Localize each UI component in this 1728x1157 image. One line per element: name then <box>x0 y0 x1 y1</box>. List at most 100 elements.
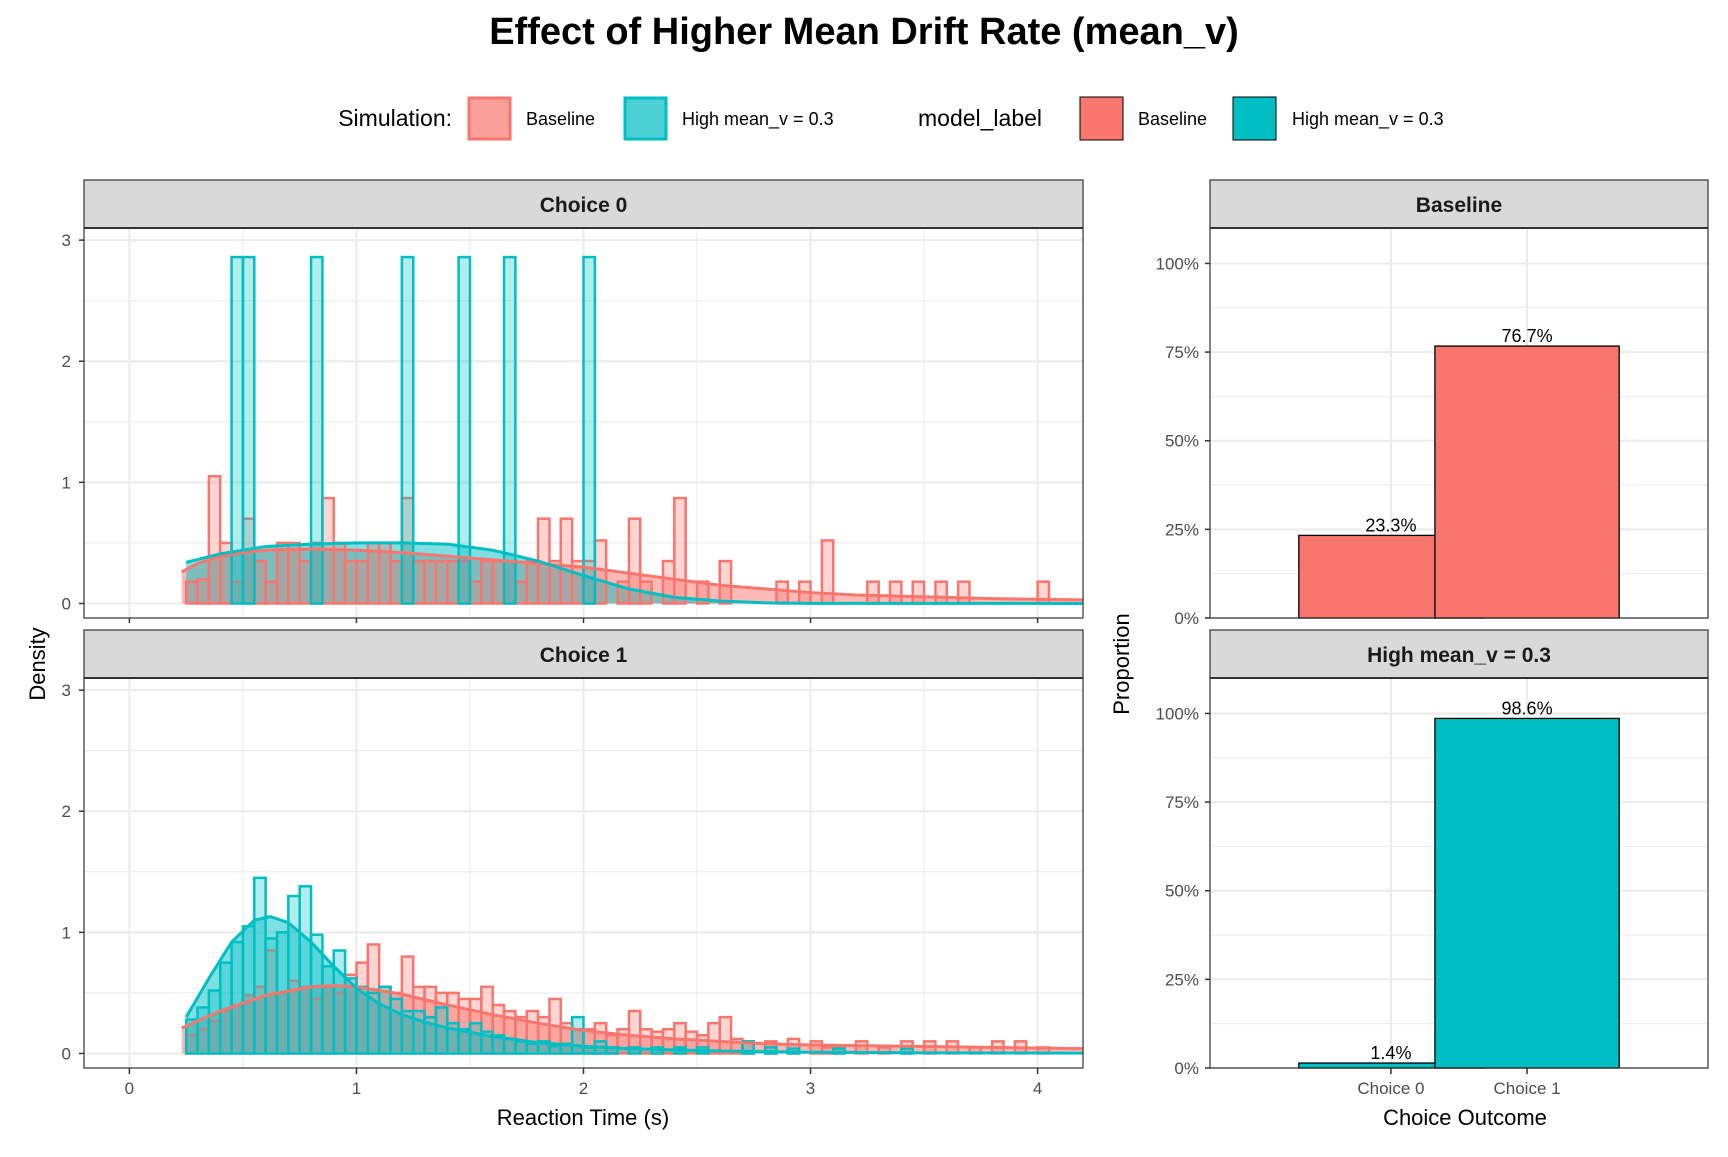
hist-bar-high <box>343 977 358 1055</box>
hist-bar-high <box>525 1042 540 1055</box>
hist-bar-baseline <box>491 559 506 605</box>
legend-title-simulation: Simulation: <box>338 105 452 131</box>
rt-x-tick-label: 3 <box>806 1079 815 1098</box>
density-area-high <box>186 916 1083 1054</box>
density-line-high <box>185 541 1083 605</box>
proportion-value-label: 98.6% <box>1502 698 1553 718</box>
hist-bar-high <box>298 885 313 1055</box>
hist-bar-baseline <box>287 541 301 605</box>
proportion-bar-choice-1 <box>1434 345 1620 619</box>
hist-bar-high <box>196 1006 211 1055</box>
rt-y-tick-label: 0 <box>62 594 71 613</box>
hist-bar-baseline <box>673 496 687 605</box>
hist-bar-high <box>355 985 370 1055</box>
proportion-bar-choice-1 <box>1434 717 1620 1069</box>
legend-key-sim-baseline <box>467 96 512 141</box>
hist-bar-baseline <box>298 559 313 605</box>
hist-bar-high <box>582 1046 597 1055</box>
hist-bar-baseline <box>468 580 483 605</box>
choice-proportion-panel: 23.3% 76.7% Baseline 0% 25% 50% 75% 100% 1.4% 98.… <box>1156 179 1709 1098</box>
hist-bar-baseline <box>355 559 370 605</box>
proportion-y-axis-title: Proportion <box>1109 613 1134 715</box>
hist-bar-baseline <box>911 580 926 605</box>
rt-x-tick-label: 1 <box>352 1079 361 1098</box>
hist-bar-baseline <box>343 559 358 605</box>
hist-bar-baseline <box>423 559 438 605</box>
hist-bar-baseline <box>718 559 733 605</box>
legend-label-model-baseline: Baseline <box>1138 109 1207 129</box>
proportion-facet-1: 1.4% 98.6% High mean_v = 0.3 0% 25% 50% 75% 100… <box>1156 629 1709 1098</box>
hist-bar-baseline <box>332 541 347 605</box>
legend-label-sim-baseline: Baseline <box>526 109 595 129</box>
hist-bar-high <box>468 1021 483 1055</box>
hist-bar-high <box>434 1006 449 1055</box>
hist-bar-high <box>241 255 256 605</box>
hist-bar-baseline <box>446 559 460 605</box>
rt-y-axis-title: Density <box>25 627 50 700</box>
hist-bar-high <box>548 1044 563 1055</box>
hist-bar-baseline <box>389 559 404 605</box>
rt-y-tick-label: 1 <box>62 923 71 942</box>
rt-y-tick-label: 1 <box>62 473 71 492</box>
proportion-y-tick-label: 0% <box>1174 609 1199 628</box>
rt-y-tick-label: 0 <box>62 1044 71 1063</box>
hist-bar-high <box>570 1015 585 1055</box>
rt-facet-0: Choice 0 0 1 2 3 <box>62 179 1084 623</box>
hist-bar-baseline <box>275 541 290 605</box>
proportion-x-tick-label: Choice 0 <box>1357 1079 1424 1098</box>
proportion-y-tick-label: 100% <box>1156 254 1199 273</box>
proportion-value-label: 76.7% <box>1502 326 1553 346</box>
legend-key-sim-high <box>623 96 668 141</box>
proportion-y-tick-label: 75% <box>1165 343 1199 362</box>
hist-bar-baseline <box>196 577 211 605</box>
hist-bar-high <box>287 894 301 1055</box>
proportion-value-label: 1.4% <box>1370 1043 1411 1063</box>
hist-bar-high <box>502 1037 517 1055</box>
hist-bar-high <box>207 989 222 1055</box>
hist-bar-baseline <box>411 559 426 605</box>
hist-bar-high <box>321 965 336 1055</box>
rt-facet-content <box>181 876 1083 1055</box>
hist-bar-baseline <box>184 580 199 605</box>
proportion-facet-0: 23.3% 76.7% Baseline 0% 25% 50% 75% 100% <box>1156 179 1709 628</box>
hist-bar-baseline <box>627 517 642 605</box>
hist-bar-baseline <box>253 559 267 605</box>
proportion-facet-label: High mean_v = 0.3 <box>1367 644 1551 667</box>
hist-bar-baseline <box>525 559 540 605</box>
hist-bar-baseline <box>514 580 528 605</box>
density-line-baseline <box>181 984 1083 1051</box>
hist-bar-baseline <box>264 580 279 605</box>
hist-bar-baseline <box>956 580 971 605</box>
rt-x-tick-label: 2 <box>579 1079 588 1098</box>
hist-bar-high <box>241 925 256 1055</box>
hist-bar-baseline <box>707 1021 721 1055</box>
rt-facet-label: Choice 1 <box>540 644 628 667</box>
density-line-baseline <box>180 547 1083 602</box>
legend-title-model: model_label <box>918 105 1042 131</box>
proportion-y-tick-label: 25% <box>1165 520 1199 539</box>
rt-facet-1: Choice 1 0 1 2 3 0 1 2 3 4 <box>62 629 1084 1098</box>
rt-y-tick-label: 2 <box>62 352 71 371</box>
proportion-x-axis-title: Choice Outcome <box>1383 1105 1547 1130</box>
rt-y-tick-label: 3 <box>62 681 71 700</box>
hist-bar-high <box>400 255 415 605</box>
proportion-facet-label: Baseline <box>1416 194 1502 217</box>
hist-bar-baseline <box>934 580 949 605</box>
legend: Simulation: Baseline High mean_v = 0.3 m… <box>338 96 1444 141</box>
hist-bar-high <box>389 997 404 1055</box>
proportion-y-tick-label: 50% <box>1165 432 1199 451</box>
proportion-y-tick-label: 100% <box>1156 704 1199 723</box>
density-area-high <box>186 542 1083 604</box>
hist-bar-high <box>377 985 392 1055</box>
hist-bar-high <box>309 255 324 605</box>
hist-bar-high <box>253 876 267 1055</box>
proportion-y-tick-label: 25% <box>1165 970 1199 989</box>
hist-bar-baseline <box>207 475 222 605</box>
rt-x-tick-label: 0 <box>125 1079 134 1098</box>
legend-label-sim-high: High mean_v = 0.3 <box>682 109 834 130</box>
hist-bar-high <box>230 940 245 1055</box>
hist-bar-high <box>502 255 517 605</box>
hist-bar-high <box>514 1040 528 1055</box>
